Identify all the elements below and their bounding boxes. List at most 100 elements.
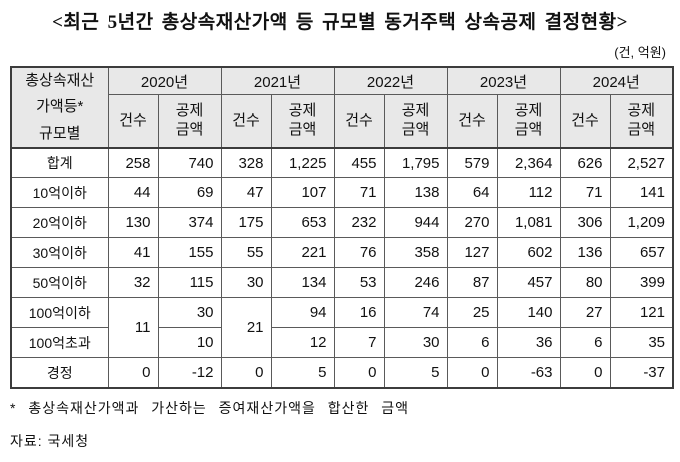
value-cell: 138 [383, 177, 448, 209]
value-cell: 740 [157, 147, 222, 179]
row-label: 50억이하 [10, 267, 109, 299]
year-header-2023: 2023년 [446, 66, 561, 96]
value-cell: 30 [220, 267, 272, 299]
table-row-correction: 경정 0 -12 0 5 0 5 0 -63 0 -37 [10, 357, 674, 389]
value-cell: 5 [270, 357, 335, 389]
count-header: 건수 [446, 94, 498, 149]
table-row-over-10b: 100억초과 10 12 7 30 6 36 6 35 [10, 327, 674, 359]
amount-header: 공제 금액 [609, 94, 674, 149]
value-cell: 25 [446, 297, 498, 329]
value-cell: 155 [157, 237, 222, 269]
value-cell: 358 [383, 237, 448, 269]
value-cell: 71 [559, 177, 611, 209]
source-label: 자료: 국세청 [10, 432, 90, 449]
value-cell: 6 [559, 327, 611, 359]
year-header-2022: 2022년 [333, 66, 448, 96]
value-cell: 10 [157, 327, 222, 359]
value-cell: 80 [559, 267, 611, 299]
row-label: 합계 [10, 147, 109, 179]
value-cell: 1,795 [383, 147, 448, 179]
value-cell: 270 [446, 207, 498, 239]
value-cell: 136 [559, 237, 611, 269]
value-cell: 64 [446, 177, 498, 209]
value-cell: -37 [609, 357, 674, 389]
value-cell: 602 [496, 237, 561, 269]
value-cell: 35 [609, 327, 674, 359]
table-row-under-10b: 100억이하 11 30 21 94 16 74 25 140 27 121 [10, 297, 674, 359]
value-cell: 5 [383, 357, 448, 389]
count-header: 건수 [333, 94, 385, 149]
amount-header: 공제 금액 [496, 94, 561, 149]
document-page: <최근 5년간 총상속재산가액 등 규모별 동거주택 상속공제 결정현황> (건… [0, 7, 680, 451]
value-cell: -63 [496, 357, 561, 389]
value-cell: 0 [220, 357, 272, 389]
value-cell: 141 [609, 177, 674, 209]
value-cell: 74 [383, 297, 448, 329]
value-cell: 232 [333, 207, 385, 239]
value-cell: 579 [446, 147, 498, 179]
value-cell: 94 [270, 297, 335, 329]
table-row-under-2b: 20억이하 130 374 175 653 232 944 270 1,081 … [10, 207, 674, 239]
value-cell: 16 [333, 297, 385, 329]
value-cell: 30 [383, 327, 448, 359]
housing-inheritance-deduction-table: 총상속재산 가액등* 규모별 2020년 2021년 2022년 2023년 2… [10, 66, 674, 389]
value-cell: 44 [107, 177, 159, 209]
value-cell: 2,364 [496, 147, 561, 179]
value-cell: 121 [609, 297, 674, 329]
value-cell: 457 [496, 267, 561, 299]
footnote: * 총상속재산가액과 가산하는 증여재산가액을 합산한 금액 [10, 399, 410, 416]
count-header: 건수 [559, 94, 611, 149]
value-cell: 12 [270, 327, 335, 359]
value-cell: 258 [107, 147, 159, 179]
value-cell: 27 [559, 297, 611, 329]
value-cell: 55 [220, 237, 272, 269]
value-cell: 328 [220, 147, 272, 179]
row-label: 100억초과 [10, 327, 109, 359]
value-cell: 0 [559, 357, 611, 389]
value-cell-merged: 11 [107, 297, 159, 359]
value-cell: 653 [270, 207, 335, 239]
year-header-2020: 2020년 [107, 66, 222, 96]
value-cell: 0 [333, 357, 385, 389]
value-cell: 6 [446, 327, 498, 359]
value-cell: 36 [496, 327, 561, 359]
corner-header: 총상속재산 가액등* 규모별 [10, 66, 109, 149]
value-cell: 130 [107, 207, 159, 239]
row-label: 100억이하 [10, 297, 109, 329]
row-label: 30억이하 [10, 237, 109, 269]
row-label: 20억이하 [10, 207, 109, 239]
value-cell: 41 [107, 237, 159, 269]
value-cell: 175 [220, 207, 272, 239]
value-cell: 30 [157, 297, 222, 329]
table-row-under-1b: 10억이하 44 69 47 107 71 138 64 112 71 141 [10, 177, 674, 209]
amount-header: 공제 금액 [383, 94, 448, 149]
value-cell: 87 [446, 267, 498, 299]
value-cell: 107 [270, 177, 335, 209]
value-cell: 2,527 [609, 147, 674, 179]
value-cell: 306 [559, 207, 611, 239]
count-header: 건수 [220, 94, 272, 149]
value-cell: 112 [496, 177, 561, 209]
value-cell: 127 [446, 237, 498, 269]
value-cell: 53 [333, 267, 385, 299]
row-label: 경정 [10, 357, 109, 389]
value-cell: 76 [333, 237, 385, 269]
value-cell: 71 [333, 177, 385, 209]
value-cell: 32 [107, 267, 159, 299]
value-cell: 399 [609, 267, 674, 299]
unit-label: (건, 억원) [614, 45, 666, 60]
value-cell: 1,209 [609, 207, 674, 239]
page-title: <최근 5년간 총상속재산가액 등 규모별 동거주택 상속공제 결정현황> [52, 12, 628, 33]
value-cell: 115 [157, 267, 222, 299]
table-row-under-5b: 50억이하 32 115 30 134 53 246 87 457 80 399 [10, 267, 674, 299]
table-row-total: 합계 258 740 328 1,225 455 1,795 579 2,364… [10, 147, 674, 179]
amount-header: 공제 금액 [157, 94, 222, 149]
amount-header: 공제 금액 [270, 94, 335, 149]
year-header-2021: 2021년 [220, 66, 335, 96]
value-cell: 134 [270, 267, 335, 299]
value-cell: 7 [333, 327, 385, 359]
value-cell: 0 [107, 357, 159, 389]
year-header-2024: 2024년 [559, 66, 674, 96]
value-cell: 47 [220, 177, 272, 209]
value-cell: 221 [270, 237, 335, 269]
